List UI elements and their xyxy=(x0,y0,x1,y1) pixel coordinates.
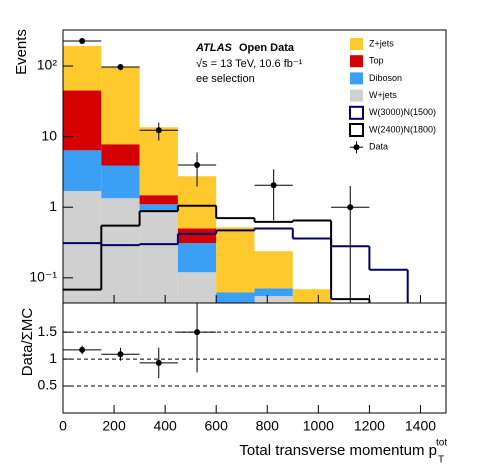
stack-bar xyxy=(139,195,178,205)
stack-bar xyxy=(63,150,102,191)
stack-bar xyxy=(101,165,140,199)
stack-bar xyxy=(177,228,217,244)
stack-bar xyxy=(292,289,332,303)
y-tick-label: 0.5 xyxy=(38,377,58,393)
stack-bar xyxy=(101,67,140,145)
stack-bar xyxy=(254,251,293,289)
legend-swatch xyxy=(350,38,363,50)
ratio-y-axis-title: Data/ΣMC xyxy=(19,308,36,377)
data-point xyxy=(117,63,124,70)
data-point xyxy=(79,38,86,45)
y-tick-label: 10 xyxy=(41,127,57,143)
ratio-point xyxy=(194,329,201,336)
x-tick-label: 600 xyxy=(205,418,229,434)
legend-swatch xyxy=(350,89,363,102)
legend-swatch xyxy=(350,72,363,85)
y-tick-label: 10⁻¹ xyxy=(29,269,57,285)
experiment: ATLAS xyxy=(195,42,233,54)
stack-bar xyxy=(63,46,102,91)
y-tick-label: 1.5 xyxy=(38,323,58,339)
stack-bar xyxy=(101,144,140,166)
data-point xyxy=(347,204,354,211)
x-tick-label: 1400 xyxy=(405,418,436,434)
ratio-frame xyxy=(62,302,447,414)
y-tick-label: 1 xyxy=(49,350,57,366)
x-axis-title-sup: tot xyxy=(436,438,447,449)
data-point xyxy=(194,162,201,169)
stack-bar xyxy=(63,90,102,151)
x-tick-label: 0 xyxy=(59,418,67,434)
stack-bar xyxy=(254,288,293,297)
stack-bar xyxy=(216,227,255,293)
legend-label: Diboson xyxy=(369,73,402,83)
stack-bar xyxy=(139,204,178,213)
legend-swatch xyxy=(349,105,364,120)
legend-label: Top xyxy=(369,56,384,66)
y-axis-title: Events xyxy=(13,29,30,75)
legend-label: W(3000)N(1500) xyxy=(369,107,436,117)
ratio-point xyxy=(155,359,162,366)
legend-swatch xyxy=(350,55,363,68)
data-point xyxy=(155,127,162,134)
stack-bar xyxy=(177,243,217,273)
ratio-point xyxy=(79,346,86,353)
tag: Open Data xyxy=(239,42,295,54)
legend-label: Data xyxy=(369,142,388,152)
stack-bar xyxy=(216,292,255,303)
stack-bar xyxy=(101,198,140,303)
data-point xyxy=(270,182,277,189)
x-axis-title: Total transverse momentum p xyxy=(239,442,437,459)
axes: 0 200 400 600 800 1000 1200 1400 10⁻¹ 1 10 10² 0.5 1 1… xyxy=(29,57,436,434)
x-axis-title-main: Total transverse momentum p xyxy=(239,442,437,459)
x-tick-label: 200 xyxy=(102,418,126,434)
legend-label: W(2400)N(1800) xyxy=(369,124,436,134)
x-tick-label: 400 xyxy=(153,418,177,434)
legend-swatch xyxy=(353,144,360,151)
stack-bar xyxy=(254,296,293,303)
ratio-plot xyxy=(63,303,446,387)
x-tick-label: 1000 xyxy=(303,418,334,434)
y-tick-label: 10² xyxy=(37,57,58,73)
stack-bar xyxy=(177,272,217,303)
legend-label: Z+jets xyxy=(369,38,394,48)
energy: √s = 13 TeV, 10.6 fb⁻¹ xyxy=(196,58,303,70)
legend-label: W+jets xyxy=(369,90,397,100)
stack-bar xyxy=(63,190,102,303)
x-axis-title-sub: T xyxy=(438,455,444,466)
y-tick-label: 1 xyxy=(49,198,57,214)
selection: ee selection xyxy=(196,73,255,85)
main-plot xyxy=(63,38,409,303)
stack-bar xyxy=(139,212,178,303)
legend-swatch xyxy=(349,123,364,137)
x-tick-label: 800 xyxy=(256,418,280,434)
ratio-point xyxy=(117,351,124,358)
x-tick-label: 1200 xyxy=(354,418,385,434)
